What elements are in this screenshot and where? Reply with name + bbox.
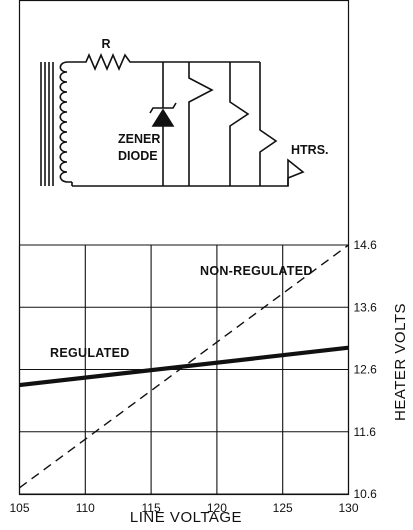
y-tick-label: 11.6 (354, 425, 377, 439)
y-tick-label: 13.6 (354, 300, 378, 314)
heater-element (287, 158, 305, 186)
zener-label-line2: DIODE (118, 149, 158, 163)
y-tick-label: 14.6 (354, 238, 378, 252)
series-line-non-regulated (19, 244, 349, 489)
circuit-schematic (40, 52, 305, 187)
x-tick-label: 120 (207, 501, 227, 515)
transformer-winding (59, 61, 72, 183)
x-tick-label: 125 (273, 501, 293, 515)
x-tick-label: 110 (76, 501, 95, 515)
y-tick-label: 10.6 (354, 487, 378, 501)
resistor-r (72, 52, 163, 72)
y-axis-title: HEATER VOLTS (392, 303, 409, 421)
heaters-label: HTRS. (291, 143, 329, 157)
x-tick-labels: 105 110 115 120 125 130 (9, 501, 358, 515)
x-tick-label: 130 (338, 501, 358, 515)
annotation-regulated: REGULATED (50, 346, 130, 360)
x-tick-label: 105 (9, 501, 29, 515)
zener-label-line1: ZENER (118, 132, 160, 146)
y-tick-labels: 10.6 11.6 12.6 13.6 14.6 (354, 238, 378, 501)
heater-element (229, 62, 250, 186)
x-axis-title: LINE VOLTAGE (130, 509, 242, 526)
grid (18, 244, 350, 495)
heater-element (259, 62, 278, 186)
heater-element (188, 62, 214, 186)
series-line-regulated (19, 345, 349, 388)
x-tick-label: 115 (142, 501, 161, 515)
zener-diode-bar (149, 102, 177, 114)
y-tick-label: 12.6 (354, 363, 378, 377)
bottom-wire (72, 178, 289, 187)
zener-diode-symbol (151, 108, 175, 127)
annotation-non-regulated: NON-REGULATED (200, 264, 313, 278)
outer-frame (18, 0, 350, 496)
resistor-label: R (101, 37, 110, 51)
series-layer (19, 244, 349, 489)
chart-area: 105 110 115 120 125 130 10.6 11.6 12.6 13.6 14.6 (9, 238, 377, 515)
